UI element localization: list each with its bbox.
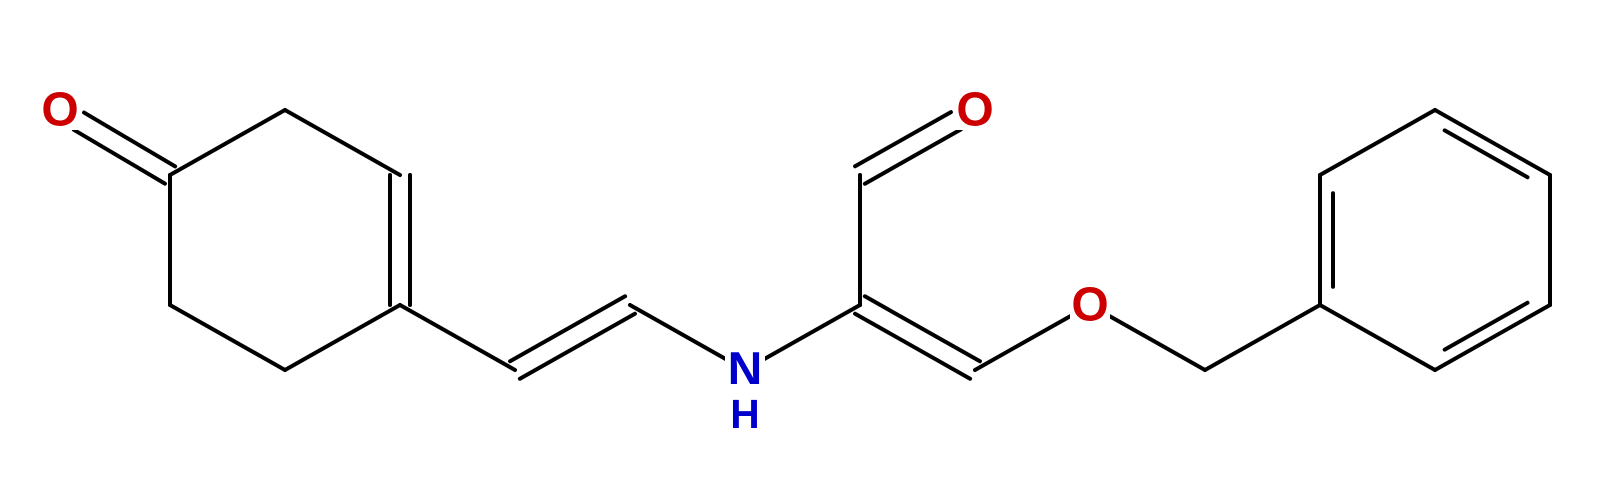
atom-H: H: [730, 391, 759, 437]
molecule-svg: ONHOO: [0, 0, 1617, 502]
molecule-diagram: ONHOO: [0, 0, 1617, 502]
bonds: [74, 110, 1550, 379]
atom-O: O: [956, 84, 993, 137]
atom-O: O: [41, 84, 78, 137]
atom-O: O: [1071, 279, 1108, 332]
